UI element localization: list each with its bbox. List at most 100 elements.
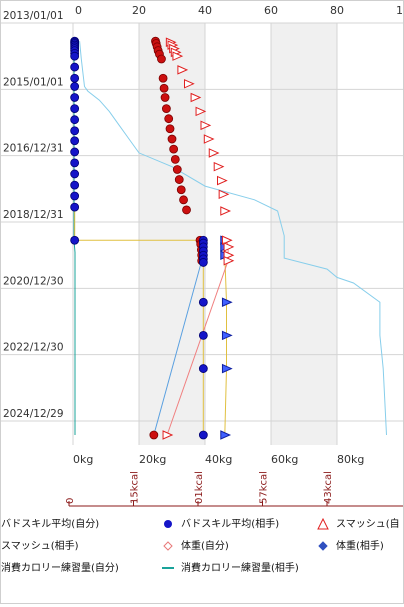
legend-row: スマッシュ(相手) 体重(自分) 体重(相手) (1, 539, 403, 555)
weight-opponent-point (220, 430, 232, 440)
smash-self-point (160, 93, 170, 102)
smash-self-point (157, 54, 166, 64)
legend-item[interactable]: バドスキル平均(自分) (1, 517, 99, 533)
weight-self-point (203, 134, 215, 144)
top-tick-label: 80 (330, 4, 344, 17)
skill-opponent-point (198, 297, 208, 307)
legend-symbol-triangle (317, 518, 329, 530)
skill-opponent-point (70, 180, 80, 190)
band-60-80 (271, 23, 337, 445)
skill-opponent-point (70, 62, 80, 72)
smash-self-point (174, 175, 184, 184)
bottom-tick-label: 40kg (205, 453, 232, 466)
bottom-tick-label: 80kg (337, 453, 364, 466)
legend-item[interactable]: 体重(自分) (161, 539, 229, 555)
legend-label: 消費カロリー練習量(相手) (181, 563, 299, 574)
skill-opponent-point (198, 258, 208, 267)
weight-self-point (162, 430, 174, 440)
skill-opponent-point (70, 169, 80, 179)
calorie-tick-label: 43kcal (323, 471, 334, 504)
calorie-axis: 0 15kcal 01kcal 57kcal 43kcal (65, 471, 403, 507)
weight-opponent-point (221, 330, 233, 341)
smash-self-point (172, 165, 182, 174)
legend-label: 消費カロリー練習量(自分) (1, 563, 119, 574)
legend-symbol-diamond (318, 541, 328, 551)
skill-opponent-point (70, 126, 80, 136)
top-tick-label: 20 (132, 4, 146, 17)
weight-self-point (218, 189, 230, 200)
smash-self-point (167, 134, 177, 144)
skill-opponent-point (70, 51, 80, 61)
alternating-bands (139, 23, 337, 445)
weight-self-point (223, 255, 235, 266)
legend-label: スマッシュ(自 (336, 519, 400, 530)
bottom-tick-label: 60kg (271, 453, 298, 466)
series-layer (70, 36, 387, 440)
calorie-tick-label: 57kcal (259, 471, 270, 504)
skill-opponent-point (70, 93, 80, 102)
smash-self-point (182, 205, 191, 215)
legend-symbol-diamond (163, 541, 173, 551)
skill-opponent-point (70, 202, 80, 212)
y-tick-label: 2022/12/30 (3, 342, 64, 354)
legend-item[interactable]: スマッシュ(相手) (1, 539, 79, 555)
y-tick-label: 2018/12/31 (3, 209, 64, 221)
legend-label: バドスキル平均(相手) (181, 519, 280, 530)
calorie-tick-label: 0 (65, 498, 76, 504)
smash-self-point (159, 83, 169, 93)
top-axis-ticks: 0 20 40 60 80 10 (75, 4, 404, 17)
gridlines (1, 22, 403, 445)
calorie-tick-label: 15kcal (130, 471, 141, 504)
legend-item[interactable]: 体重(相手) (316, 539, 384, 555)
weight-opponent-point (221, 297, 233, 308)
calorie-self-line (79, 41, 387, 436)
legend-item[interactable]: バドスキル平均(相手) (161, 517, 279, 533)
weight-self-point (177, 65, 189, 75)
legend-symbol-circle (164, 520, 172, 528)
weight-self-point (195, 106, 207, 117)
weight-opponent-point (221, 363, 233, 374)
legend-item[interactable]: 消費カロリー練習量(自分) (1, 561, 119, 577)
legend-label: スマッシュ(相手) (1, 541, 79, 552)
skill-opponent-point (198, 430, 208, 440)
weight-self-point (172, 51, 184, 61)
skill-opponent-point (70, 158, 80, 168)
skill-opponent-point (198, 364, 208, 373)
calorie-tick-label: 01kcal (194, 471, 205, 504)
smash-self-point (179, 195, 188, 205)
y-tick-label: 2016/12/31 (3, 143, 64, 155)
weight-self-point (213, 161, 225, 172)
legend-row: バドスキル平均(自分) バドスキル平均(相手) スマッシュ(自 (1, 517, 403, 533)
legend-label: バドスキル平均(自分) (1, 519, 100, 530)
legend-item[interactable]: 消費カロリー練習量(相手) (161, 561, 299, 577)
bottom-tick-label: 20kg (139, 453, 166, 466)
legend-item[interactable]: スマッシュ(自 (316, 517, 400, 533)
skill-opponent-point (70, 115, 80, 125)
legend-label: 体重(相手) (336, 541, 384, 552)
y-tick-label: 2013/01/01 (3, 10, 64, 22)
skill-opponent-point (70, 191, 80, 201)
smash-self-point (170, 154, 180, 164)
bottom-tick-label: 0kg (73, 453, 93, 466)
top-tick-label: 0 (75, 4, 82, 17)
y-tick-label: 2024/12/29 (3, 408, 64, 420)
legend-row: 消費カロリー練習量(自分) 消費カロリー練習量(相手) (1, 561, 403, 577)
weight-self-point (208, 148, 220, 158)
skill-opponent-point (70, 82, 80, 91)
smash-self-point (165, 124, 175, 134)
band-20-40 (139, 23, 205, 445)
weight-self-point (184, 79, 195, 89)
top-tick-label: 40 (198, 4, 212, 17)
skill-opponent-point (70, 104, 80, 113)
top-tick-label: 60 (264, 4, 278, 17)
skill-opponent-point (70, 73, 80, 83)
weight-self-point (221, 235, 233, 246)
skill-opponent-point (70, 235, 80, 245)
smash-self-point (161, 104, 171, 113)
weight-self-point (200, 120, 212, 131)
legend-label: 体重(自分) (181, 541, 229, 552)
smash-self-point (158, 73, 168, 83)
skill-opponent-point (198, 331, 208, 340)
